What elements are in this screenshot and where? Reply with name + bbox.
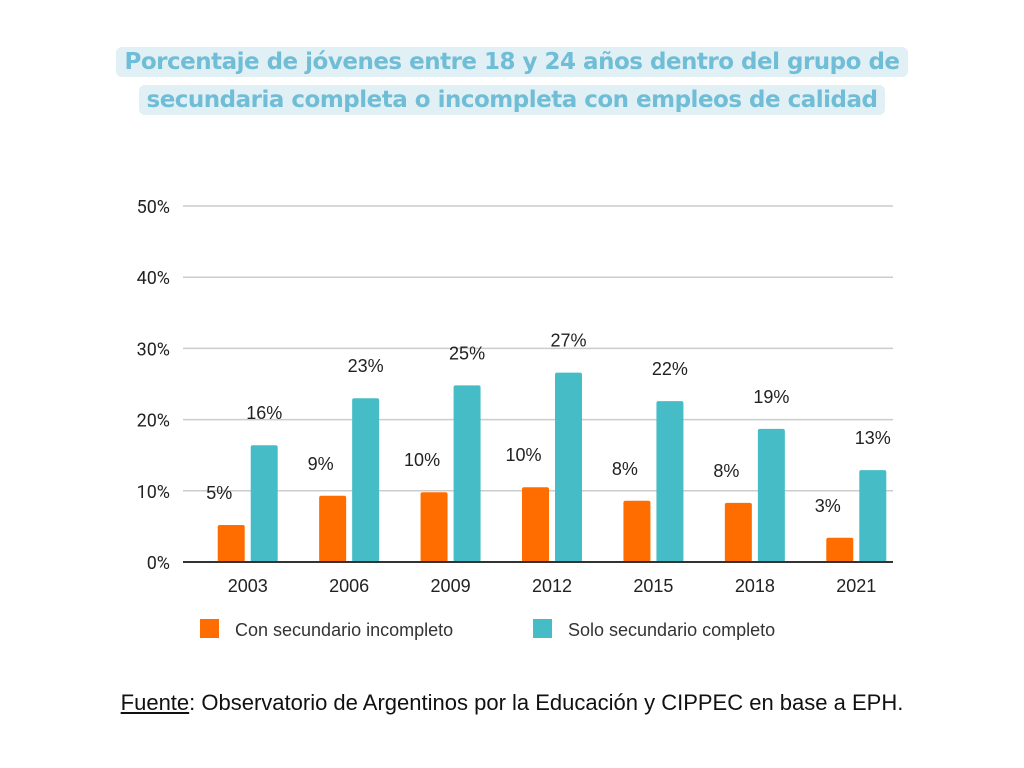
bar-incompleto	[420, 492, 448, 562]
data-label: 5%	[206, 483, 232, 503]
bar-completo	[555, 372, 582, 562]
bar-chart: 0% 10% 20% 30% 40% 50% 5% 16% 2003 9% 23% 2006 10% 25…	[137, 197, 893, 640]
legend-label: Solo secundario completo	[568, 620, 775, 640]
bar-incompleto	[724, 502, 752, 562]
legend-swatch	[533, 619, 552, 638]
data-label: 19%	[753, 387, 789, 407]
bar-incompleto	[319, 495, 347, 562]
data-label: 27%	[550, 331, 586, 351]
x-tick-label: 2003	[228, 576, 268, 596]
data-label: 23%	[348, 356, 384, 376]
title-text: secundaria completa o incompleta con emp…	[138, 85, 886, 115]
data-label: 8%	[612, 459, 638, 479]
bar-completo	[656, 401, 684, 562]
data-label: 9%	[308, 454, 334, 474]
source-text: : Observatorio de Argentinos por la Educ…	[189, 690, 904, 715]
data-label: 13%	[855, 428, 891, 448]
data-label: 25%	[449, 343, 485, 363]
y-tick-label: 30%	[137, 339, 170, 360]
source-label: Fuente	[120, 690, 190, 715]
title-text: Porcentaje de jóvenes entre 18 y 24 años…	[116, 47, 908, 77]
x-tick-label: 2021	[836, 576, 876, 596]
data-label: 16%	[246, 403, 282, 423]
data-label: 10%	[505, 445, 541, 465]
bar-completo	[453, 385, 481, 562]
source-note: Fuente: Observatorio de Argentinos por l…	[0, 690, 1024, 716]
x-tick-label: 2009	[431, 576, 471, 596]
y-tick-label: 20%	[137, 411, 170, 432]
bar-completo	[352, 398, 380, 562]
x-tick-label: 2018	[735, 576, 775, 596]
y-tick-label: 0%	[147, 553, 170, 574]
y-tick-label: 10%	[137, 482, 170, 503]
x-tick-label: 2006	[329, 576, 369, 596]
data-label: 8%	[713, 461, 739, 481]
y-tick-label: 50%	[137, 197, 170, 218]
bar-incompleto	[826, 537, 854, 562]
x-tick-label: 2015	[633, 576, 673, 596]
data-label: 22%	[652, 359, 688, 379]
bar-completo	[757, 428, 785, 562]
bar-incompleto	[623, 500, 651, 562]
bar-completo	[250, 445, 278, 562]
chart-title-line-1: Porcentaje de jóvenes entre 18 y 24 años…	[0, 47, 1024, 77]
y-tick-label: 40%	[137, 268, 170, 289]
legend-swatch	[200, 619, 219, 638]
data-label: 3%	[815, 496, 841, 516]
chart-title-line-2: secundaria completa o incompleta con emp…	[0, 85, 1024, 115]
bar-completo	[859, 470, 887, 562]
data-label: 10%	[404, 450, 440, 470]
legend-label: Con secundario incompleto	[235, 620, 453, 640]
bar-incompleto	[522, 487, 549, 562]
bar-incompleto	[217, 524, 245, 562]
x-tick-label: 2012	[532, 576, 572, 596]
